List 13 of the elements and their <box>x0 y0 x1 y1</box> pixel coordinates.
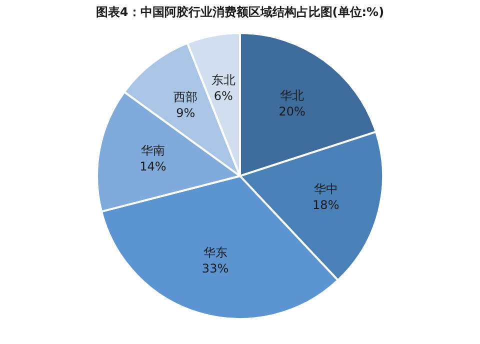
chart-title: 图表4：中国阿胶行业消费额区域结构占比图(单位:%) <box>94 4 386 21</box>
data-label: 9% <box>176 106 196 120</box>
slice-label: 华中 <box>314 182 338 196</box>
data-label: 20% <box>278 104 306 118</box>
slice-label: 华南 <box>140 144 165 158</box>
data-label: 18% <box>312 198 340 212</box>
slice-label: 西部 <box>174 90 198 104</box>
data-label: 6% <box>214 89 233 104</box>
slice-label: 东北 <box>211 73 236 88</box>
slice-label: 华北 <box>280 88 304 102</box>
data-label: 33% <box>202 261 229 276</box>
slice-label: 华东 <box>203 245 228 260</box>
data-label: 14% <box>140 160 166 174</box>
